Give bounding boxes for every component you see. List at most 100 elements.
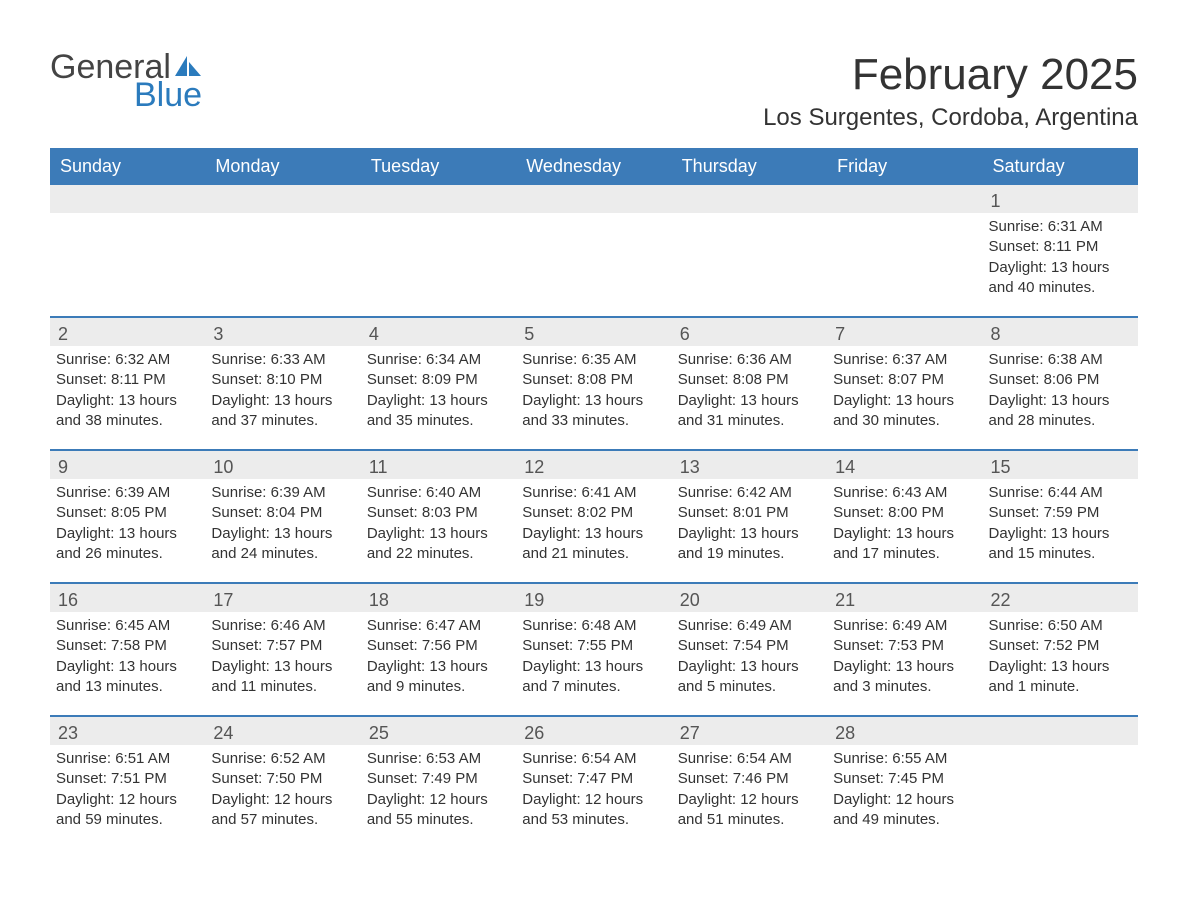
- calendar-cell: 28Sunrise: 6:55 AMSunset: 7:45 PMDayligh…: [827, 717, 982, 830]
- sunset-text: Sunset: 7:45 PM: [833, 769, 974, 789]
- calendar-cell: 20 Sunrise: 6:49 AMSunset: 7:54 PMDayligh…: [672, 584, 827, 697]
- calendar-cell: 1Sunrise: 6:31 AMSunset: 8:11 PMDaylight…: [983, 185, 1138, 298]
- sunset-text: Sunset: 7:54 PM: [678, 636, 819, 656]
- day-number: 1: [983, 185, 1138, 213]
- calendar: Sunday Monday Tuesday Wednesday Thursday…: [50, 148, 1138, 830]
- sunrise-text: Sunrise: 6:42 AM: [678, 483, 819, 503]
- daylight-text: Daylight: 13 hours and 5 minutes.: [678, 657, 819, 698]
- calendar-cell: 17Sunrise: 6:46 AMSunset: 7:57 PMDayligh…: [205, 584, 360, 697]
- sunset-text: Sunset: 8:01 PM: [678, 503, 819, 523]
- sunrise-text: Sunrise: 6:49 AM: [833, 616, 974, 636]
- calendar-cell: [827, 185, 982, 298]
- day-number: 14: [827, 451, 982, 479]
- sunrise-text: Sunrise: 6:49 AM: [678, 616, 819, 636]
- cell-body: Sunrise: 6:35 AMSunset: 8:08 PMDaylight:…: [516, 346, 671, 431]
- sunset-text: Sunset: 8:11 PM: [989, 237, 1130, 257]
- cell-body: Sunrise: 6:50 AMSunset: 7:52 PMDaylight:…: [983, 612, 1138, 697]
- day-number: 21: [827, 584, 982, 612]
- day-number: 20: [672, 584, 827, 612]
- calendar-cell: 3Sunrise: 6:33 AMSunset: 8:10 PMDaylight…: [205, 318, 360, 431]
- sunrise-text: Sunrise: 6:31 AM: [989, 217, 1130, 237]
- day-number: [983, 717, 1138, 745]
- calendar-cell: [516, 185, 671, 298]
- sunrise-text: Sunrise: 6:40 AM: [367, 483, 508, 503]
- cell-body: Sunrise: 6:34 AMSunset: 8:09 PMDaylight:…: [361, 346, 516, 431]
- page-title: February 2025: [763, 50, 1138, 100]
- daylight-text: Daylight: 12 hours and 53 minutes.: [522, 790, 663, 831]
- sunrise-text: Sunrise: 6:34 AM: [367, 350, 508, 370]
- location-subtitle: Los Surgentes, Cordoba, Argentina: [763, 104, 1138, 132]
- calendar-cell: 8Sunrise: 6:38 AMSunset: 8:06 PMDaylight…: [983, 318, 1138, 431]
- sunrise-text: Sunrise: 6:43 AM: [833, 483, 974, 503]
- calendar-cell: 9Sunrise: 6:39 AMSunset: 8:05 PMDaylight…: [50, 451, 205, 564]
- daylight-text: Daylight: 13 hours and 38 minutes.: [56, 391, 197, 432]
- daylight-text: Daylight: 12 hours and 51 minutes.: [678, 790, 819, 831]
- calendar-cell: 10Sunrise: 6:39 AMSunset: 8:04 PMDayligh…: [205, 451, 360, 564]
- sunset-text: Sunset: 7:59 PM: [989, 503, 1130, 523]
- calendar-cell: [672, 185, 827, 298]
- calendar-cell: 11Sunrise: 6:40 AMSunset: 8:03 PMDayligh…: [361, 451, 516, 564]
- sunset-text: Sunset: 8:02 PM: [522, 503, 663, 523]
- daylight-text: Daylight: 13 hours and 11 minutes.: [211, 657, 352, 698]
- daylight-text: Daylight: 13 hours and 13 minutes.: [56, 657, 197, 698]
- sunset-text: Sunset: 7:47 PM: [522, 769, 663, 789]
- daylight-text: Daylight: 13 hours and 33 minutes.: [522, 391, 663, 432]
- sunset-text: Sunset: 7:55 PM: [522, 636, 663, 656]
- sunrise-text: Sunrise: 6:48 AM: [522, 616, 663, 636]
- day-number: [516, 185, 671, 213]
- weekday-header-row: Sunday Monday Tuesday Wednesday Thursday…: [50, 148, 1138, 185]
- daylight-text: Daylight: 13 hours and 21 minutes.: [522, 524, 663, 565]
- sunrise-text: Sunrise: 6:32 AM: [56, 350, 197, 370]
- daylight-text: Daylight: 13 hours and 15 minutes.: [989, 524, 1130, 565]
- day-number: 28: [827, 717, 982, 745]
- cell-body: Sunrise: 6:33 AMSunset: 8:10 PMDaylight:…: [205, 346, 360, 431]
- sunrise-text: Sunrise: 6:45 AM: [56, 616, 197, 636]
- calendar-cell: [205, 185, 360, 298]
- calendar-week: 2Sunrise: 6:32 AMSunset: 8:11 PMDaylight…: [50, 316, 1138, 431]
- day-number: 19: [516, 584, 671, 612]
- day-number: 22: [983, 584, 1138, 612]
- day-number: 4: [361, 318, 516, 346]
- day-number: 12: [516, 451, 671, 479]
- daylight-text: Daylight: 12 hours and 49 minutes.: [833, 790, 974, 831]
- calendar-cell: 18Sunrise: 6:47 AMSunset: 7:56 PMDayligh…: [361, 584, 516, 697]
- calendar-week: 9Sunrise: 6:39 AMSunset: 8:05 PMDaylight…: [50, 449, 1138, 564]
- header: General Blue February 2025 Los Surgentes…: [50, 50, 1138, 142]
- calendar-cell: 13Sunrise: 6:42 AMSunset: 8:01 PMDayligh…: [672, 451, 827, 564]
- cell-body: Sunrise: 6:44 AMSunset: 7:59 PMDaylight:…: [983, 479, 1138, 564]
- sunrise-text: Sunrise: 6:38 AM: [989, 350, 1130, 370]
- calendar-cell: [50, 185, 205, 298]
- cell-body: Sunrise: 6:54 AMSunset: 7:47 PMDaylight:…: [516, 745, 671, 830]
- sunset-text: Sunset: 8:03 PM: [367, 503, 508, 523]
- calendar-cell: 4Sunrise: 6:34 AMSunset: 8:09 PMDaylight…: [361, 318, 516, 431]
- calendar-cell: 6Sunrise: 6:36 AMSunset: 8:08 PMDaylight…: [672, 318, 827, 431]
- day-number: 10: [205, 451, 360, 479]
- sunset-text: Sunset: 8:11 PM: [56, 370, 197, 390]
- day-number: 18: [361, 584, 516, 612]
- weekday-header: Monday: [205, 148, 360, 185]
- sunrise-text: Sunrise: 6:33 AM: [211, 350, 352, 370]
- calendar-cell: 26Sunrise: 6:54 AMSunset: 7:47 PMDayligh…: [516, 717, 671, 830]
- sunrise-text: Sunrise: 6:54 AM: [522, 749, 663, 769]
- daylight-text: Daylight: 13 hours and 37 minutes.: [211, 391, 352, 432]
- sunset-text: Sunset: 8:05 PM: [56, 503, 197, 523]
- cell-body: Sunrise: 6:52 AMSunset: 7:50 PMDaylight:…: [205, 745, 360, 830]
- day-number: 25: [361, 717, 516, 745]
- day-number: 5: [516, 318, 671, 346]
- title-block: February 2025 Los Surgentes, Cordoba, Ar…: [763, 50, 1138, 142]
- sunrise-text: Sunrise: 6:35 AM: [522, 350, 663, 370]
- weekday-header: Saturday: [983, 148, 1138, 185]
- logo-word-blue: Blue: [50, 78, 203, 112]
- day-number: 17: [205, 584, 360, 612]
- sunrise-text: Sunrise: 6:52 AM: [211, 749, 352, 769]
- day-number: 3: [205, 318, 360, 346]
- sunrise-text: Sunrise: 6:39 AM: [211, 483, 352, 503]
- cell-body: Sunrise: 6:53 AMSunset: 7:49 PMDaylight:…: [361, 745, 516, 830]
- calendar-cell: 19Sunrise: 6:48 AMSunset: 7:55 PMDayligh…: [516, 584, 671, 697]
- daylight-text: Daylight: 13 hours and 22 minutes.: [367, 524, 508, 565]
- sunset-text: Sunset: 7:52 PM: [989, 636, 1130, 656]
- cell-body: Sunrise: 6:40 AMSunset: 8:03 PMDaylight:…: [361, 479, 516, 564]
- calendar-week: 16Sunrise: 6:45 AMSunset: 7:58 PMDayligh…: [50, 582, 1138, 697]
- day-number: 16: [50, 584, 205, 612]
- day-number: [50, 185, 205, 213]
